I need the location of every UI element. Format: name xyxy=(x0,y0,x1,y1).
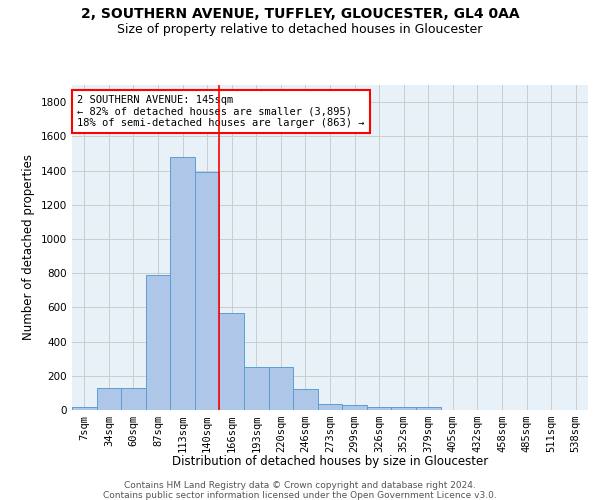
Text: Size of property relative to detached houses in Gloucester: Size of property relative to detached ho… xyxy=(118,22,482,36)
Bar xyxy=(318,404,342,410)
Text: Distribution of detached houses by size in Gloucester: Distribution of detached houses by size … xyxy=(172,455,488,468)
Bar xyxy=(293,390,318,410)
Text: 2, SOUTHERN AVENUE, TUFFLEY, GLOUCESTER, GL4 0AA: 2, SOUTHERN AVENUE, TUFFLEY, GLOUCESTER,… xyxy=(80,8,520,22)
Bar xyxy=(146,275,170,410)
Bar xyxy=(97,388,121,410)
Bar xyxy=(342,405,367,410)
Y-axis label: Number of detached properties: Number of detached properties xyxy=(22,154,35,340)
Text: Contains HM Land Registry data © Crown copyright and database right 2024.: Contains HM Land Registry data © Crown c… xyxy=(124,481,476,490)
Bar xyxy=(170,157,195,410)
Bar xyxy=(72,408,97,410)
Bar xyxy=(367,406,391,410)
Bar xyxy=(416,406,440,410)
Text: 2 SOUTHERN AVENUE: 145sqm
← 82% of detached houses are smaller (3,895)
18% of se: 2 SOUTHERN AVENUE: 145sqm ← 82% of detac… xyxy=(77,94,365,128)
Bar xyxy=(244,367,269,410)
Bar xyxy=(220,312,244,410)
Text: Contains public sector information licensed under the Open Government Licence v3: Contains public sector information licen… xyxy=(103,491,497,500)
Bar xyxy=(391,408,416,410)
Bar xyxy=(195,172,220,410)
Bar xyxy=(121,388,146,410)
Bar xyxy=(269,367,293,410)
